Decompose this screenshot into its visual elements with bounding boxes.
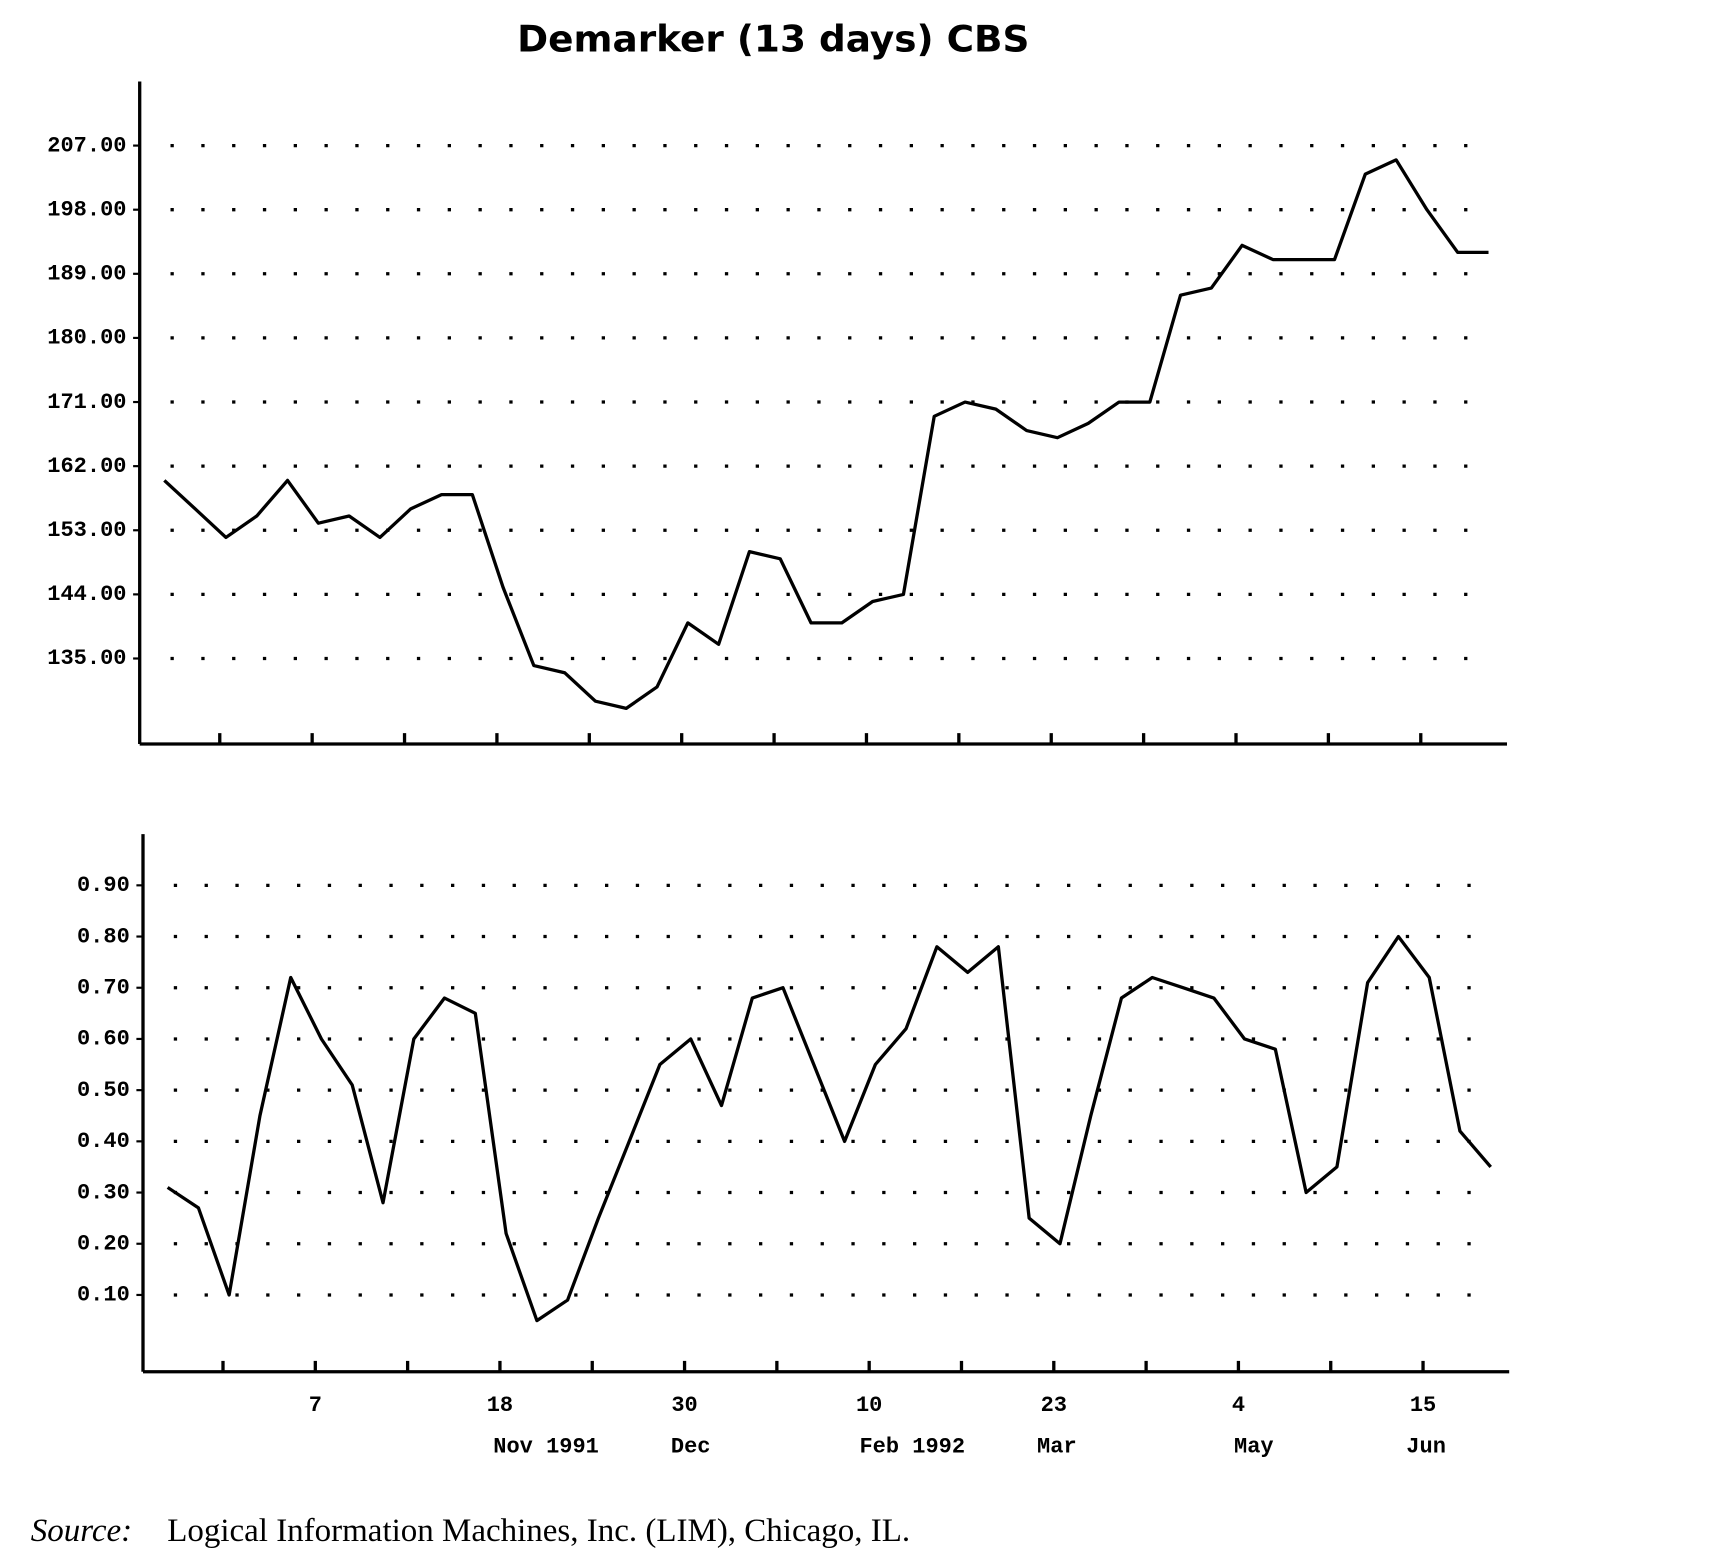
x-tick-label: 10 <box>856 1393 882 1418</box>
y-tick-label: 162.00 <box>47 454 126 479</box>
y-tick-label: 198.00 <box>47 198 126 223</box>
source-text: Logical Information Machines, Inc. (LIM)… <box>167 1513 910 1549</box>
y-tick-label: 0.40 <box>77 1129 130 1154</box>
y-tick-label: 0.50 <box>77 1078 130 1103</box>
y-tick-label: 180.00 <box>47 326 126 351</box>
x-tick-label: 18 <box>487 1393 513 1418</box>
title: Demarker (13 days) CBS <box>517 18 1029 61</box>
y-tick-label: 207.00 <box>47 133 126 158</box>
x-sublabel: Nov 1991 <box>493 1435 599 1460</box>
x-sublabel: May <box>1234 1435 1274 1460</box>
x-tick-label: 4 <box>1232 1393 1245 1418</box>
y-tick-label: 0.60 <box>77 1027 130 1052</box>
x-sublabel: Jun <box>1406 1435 1446 1460</box>
x-sublabel: Dec <box>671 1435 711 1460</box>
y-tick-label: 0.90 <box>77 873 130 898</box>
series-line <box>163 158 1489 710</box>
x-tick-label: 23 <box>1041 1393 1067 1418</box>
y-tick-label: 189.00 <box>47 262 126 287</box>
y-tick-label: 0.30 <box>77 1180 130 1205</box>
y-tick-label: 0.80 <box>77 924 130 949</box>
x-tick-label: 15 <box>1410 1393 1436 1418</box>
y-tick-label: 0.70 <box>77 976 130 1001</box>
source-prefix: Source: <box>31 1513 132 1549</box>
x-tick-label: 7 <box>309 1393 322 1418</box>
y-tick-label: 171.00 <box>47 390 126 415</box>
y-tick-label: 144.00 <box>47 582 126 607</box>
series-line <box>166 934 1492 1323</box>
x-tick-label: 30 <box>671 1393 697 1418</box>
x-sublabel: Mar <box>1037 1435 1077 1460</box>
y-tick-label: 0.20 <box>77 1232 130 1257</box>
x-sublabel: Feb 1992 <box>859 1435 965 1460</box>
y-tick-label: 135.00 <box>47 646 126 671</box>
y-tick-label: 153.00 <box>47 518 126 543</box>
y-tick-label: 0.10 <box>77 1283 130 1308</box>
